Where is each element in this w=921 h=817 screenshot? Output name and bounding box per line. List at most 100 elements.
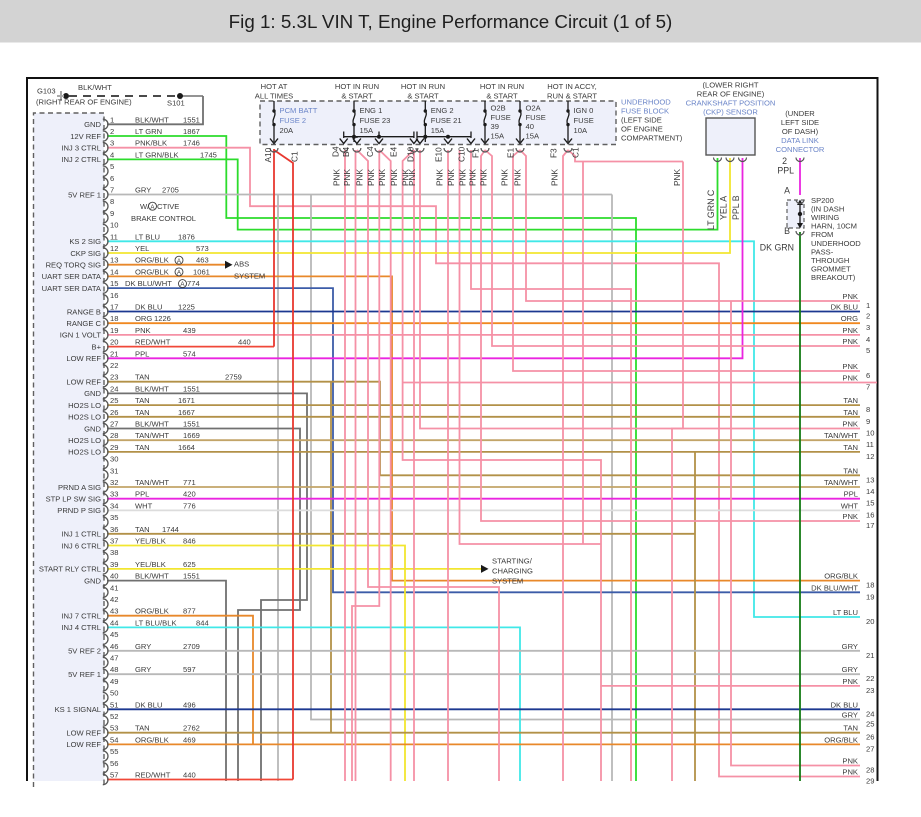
svg-text:34: 34: [110, 501, 118, 510]
svg-text:PRND A SIG: PRND A SIG: [58, 483, 101, 492]
svg-text:TAN: TAN: [843, 443, 858, 452]
svg-text:37: 37: [110, 537, 118, 546]
svg-text:TAN/WHT: TAN/WHT: [135, 478, 169, 487]
svg-text:774: 774: [187, 279, 200, 288]
svg-text:9: 9: [866, 417, 870, 426]
svg-text:TAN: TAN: [135, 396, 150, 405]
svg-text:(IN DASH: (IN DASH: [811, 205, 844, 214]
svg-text:PPL: PPL: [135, 349, 149, 358]
svg-text:5V REF 1: 5V REF 1: [68, 190, 101, 199]
svg-text:12: 12: [110, 244, 118, 253]
svg-text:420: 420: [183, 490, 196, 499]
svg-text:PNK: PNK: [842, 326, 858, 335]
svg-text:5V REF 1: 5V REF 1: [68, 670, 101, 679]
svg-text:GRY: GRY: [842, 711, 858, 720]
svg-text:877: 877: [183, 607, 196, 616]
svg-text:14: 14: [866, 487, 874, 496]
svg-text:IGN 0: IGN 0: [574, 106, 594, 115]
svg-text:11: 11: [110, 232, 118, 241]
svg-text:26: 26: [866, 733, 874, 742]
svg-text:DK BLU: DK BLU: [831, 700, 858, 709]
svg-text:40: 40: [110, 572, 118, 581]
svg-text:PNK: PNK: [446, 168, 456, 186]
svg-text:42: 42: [110, 595, 118, 604]
svg-text:25: 25: [110, 396, 118, 405]
svg-text:24: 24: [110, 384, 118, 393]
svg-text:46: 46: [110, 642, 118, 651]
svg-text:1745: 1745: [200, 150, 217, 159]
svg-text:1876: 1876: [178, 232, 195, 241]
svg-text:TAN: TAN: [843, 466, 858, 475]
svg-text:HOT IN RUN: HOT IN RUN: [335, 82, 379, 91]
svg-text:597: 597: [183, 665, 196, 674]
svg-text:12V REF: 12V REF: [70, 132, 101, 141]
svg-text:GRY: GRY: [135, 186, 151, 195]
svg-text:DK GRN: DK GRN: [760, 243, 794, 253]
svg-text:12: 12: [866, 452, 874, 461]
svg-text:PNK: PNK: [366, 168, 376, 186]
svg-text:29: 29: [110, 443, 118, 452]
svg-text:TAN/WHT: TAN/WHT: [824, 478, 858, 487]
svg-text:LT BLU: LT BLU: [135, 232, 160, 241]
svg-text:LOW REF: LOW REF: [66, 740, 101, 749]
svg-text:52: 52: [110, 712, 118, 721]
svg-text:E4: E4: [388, 146, 398, 157]
svg-text:DK BLU/WHT: DK BLU/WHT: [811, 583, 858, 592]
svg-text:LOW REF: LOW REF: [66, 378, 101, 387]
svg-text:PPL: PPL: [777, 166, 794, 176]
svg-text:Fig 1: 5.3L VIN T, Engine Perf: Fig 1: 5.3L VIN T, Engine Performance Ci…: [229, 11, 673, 32]
svg-text:PNK: PNK: [842, 757, 858, 766]
svg-text:3: 3: [866, 323, 870, 332]
svg-text:A: A: [177, 258, 182, 265]
svg-text:PNK: PNK: [407, 168, 417, 186]
svg-text:PNK: PNK: [842, 677, 858, 686]
svg-text:BLK/WHT: BLK/WHT: [135, 572, 169, 581]
svg-text:ORG/BLK: ORG/BLK: [135, 256, 169, 265]
svg-text:WHT: WHT: [841, 501, 859, 510]
svg-text:TAN: TAN: [843, 396, 858, 405]
svg-text:CHARGING: CHARGING: [492, 567, 533, 576]
svg-text:OF ENGINE: OF ENGINE: [621, 125, 663, 134]
svg-text:HOT AT: HOT AT: [261, 82, 288, 91]
svg-text:PNK: PNK: [842, 512, 858, 521]
svg-text:25: 25: [866, 720, 874, 729]
svg-text:1061: 1061: [193, 267, 210, 276]
svg-text:F1: F1: [471, 148, 481, 158]
svg-text:GND: GND: [84, 424, 101, 433]
svg-text:36: 36: [110, 525, 118, 534]
svg-text:TAN: TAN: [135, 525, 150, 534]
svg-text:C4: C4: [365, 146, 375, 157]
svg-text:& START: & START: [486, 92, 518, 101]
svg-text:A: A: [784, 186, 790, 196]
svg-text:DK BLU: DK BLU: [831, 303, 858, 312]
svg-text:INJ 4 CTRL: INJ 4 CTRL: [61, 623, 101, 632]
svg-text:HO2S LO: HO2S LO: [68, 436, 101, 445]
svg-text:KS 2 SIG: KS 2 SIG: [69, 237, 101, 246]
svg-text:PNK: PNK: [842, 362, 858, 371]
svg-text:INJ 6 CTRL: INJ 6 CTRL: [61, 541, 101, 550]
svg-text:14: 14: [110, 267, 118, 276]
svg-text:1744: 1744: [162, 525, 179, 534]
svg-text:C10: C10: [457, 146, 467, 162]
svg-text:625: 625: [183, 560, 196, 569]
svg-text:28: 28: [866, 766, 874, 775]
svg-text:RUN & START: RUN & START: [547, 92, 597, 101]
svg-text:1226: 1226: [154, 314, 171, 323]
svg-text:D4: D4: [331, 146, 341, 157]
svg-text:THROUGH: THROUGH: [811, 256, 849, 265]
svg-text:15A: 15A: [360, 126, 374, 135]
svg-text:1664: 1664: [178, 443, 195, 452]
svg-text:18: 18: [866, 581, 874, 590]
svg-text:UNDERHOOD: UNDERHOOD: [621, 98, 671, 107]
svg-text:PNK: PNK: [479, 168, 489, 186]
svg-text:HOT IN ACCY,: HOT IN ACCY,: [547, 82, 597, 91]
svg-text:LT BLU: LT BLU: [833, 608, 858, 617]
svg-text:A10: A10: [263, 147, 273, 162]
svg-text:HO2S LO: HO2S LO: [68, 413, 101, 422]
svg-text:8: 8: [110, 197, 114, 206]
svg-text:35: 35: [110, 513, 118, 522]
svg-text:2: 2: [110, 127, 114, 136]
svg-text:5: 5: [866, 346, 870, 355]
svg-text:846: 846: [183, 537, 196, 546]
svg-text:6: 6: [110, 174, 114, 183]
